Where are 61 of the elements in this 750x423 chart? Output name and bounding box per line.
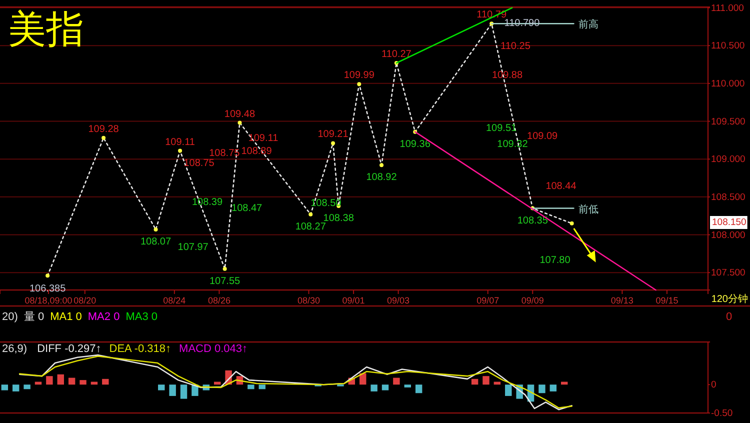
y-tick-label: 111.000 bbox=[711, 2, 744, 14]
y-tick-label: 108.000 bbox=[711, 230, 746, 241]
y-tick-label: 110.500 bbox=[711, 40, 745, 52]
annotation: 109.51 bbox=[486, 123, 518, 134]
annotation: 107.80 bbox=[540, 255, 571, 266]
series-label: DIFF -0.297↑ bbox=[37, 343, 102, 355]
text: MA1 0 bbox=[50, 311, 82, 323]
y-tick-label: 0 bbox=[711, 380, 716, 391]
annotation: 109.09 bbox=[527, 131, 558, 142]
text: 20) bbox=[2, 311, 18, 323]
x-tick-label: 08/18,09:00 bbox=[24, 295, 72, 306]
x-tick-label: 08/30 bbox=[297, 295, 320, 306]
data-label: 108.07 bbox=[140, 236, 172, 248]
data-label: 109.11 bbox=[165, 136, 196, 148]
y-tick-label: 108.500 bbox=[711, 192, 746, 203]
data-label: 107.55 bbox=[210, 276, 241, 287]
annotation: 108.89 bbox=[241, 146, 272, 157]
series-label: DEA -0.318↑ bbox=[109, 343, 172, 355]
data-label: 109.21 bbox=[318, 129, 349, 140]
x-tick-label: 08/26 bbox=[208, 295, 230, 306]
annotation: 108.39 bbox=[192, 197, 223, 208]
annotation: 108.75 bbox=[209, 148, 240, 159]
annotation: 108.75 bbox=[184, 158, 215, 169]
y-tick-label: 109.500 bbox=[711, 116, 746, 128]
annotation: 110.25 bbox=[500, 41, 531, 52]
x-tick-label: 09/13 bbox=[610, 295, 634, 306]
data-label: 110.27 bbox=[382, 48, 412, 60]
x-tick-label: 09/15 bbox=[656, 295, 678, 306]
chart-title: 26,9) bbox=[2, 343, 28, 355]
chart-title: 美指 bbox=[8, 9, 84, 51]
x-tick-label: 09/01 bbox=[342, 295, 365, 306]
x-tick-label: 09/03 bbox=[387, 295, 410, 306]
text: 120分钟 bbox=[711, 293, 748, 305]
data-label: 109.48 bbox=[224, 108, 256, 120]
series-label: 前高 bbox=[578, 18, 599, 31]
data-label: 109.28 bbox=[88, 124, 120, 135]
annotation: MACD 0.043↑ bbox=[179, 343, 248, 355]
x-tick-label: 09/09 bbox=[521, 295, 544, 306]
annotation: 109.88 bbox=[492, 70, 523, 81]
y-tick-label: -0.50 bbox=[711, 408, 733, 420]
data-label: 108.35 bbox=[517, 215, 548, 226]
data-label: 109.36 bbox=[400, 138, 431, 150]
text: 量 0 bbox=[24, 311, 44, 323]
text: MA3 0 bbox=[126, 311, 158, 323]
y-tick-label: 109.000 bbox=[711, 154, 746, 166]
annotation: 109.32 bbox=[497, 139, 528, 150]
data-label: 108.27 bbox=[295, 221, 326, 232]
x-tick-label: 08/24 bbox=[163, 295, 186, 306]
data-label: 109.99 bbox=[344, 70, 375, 82]
annotation: 108.47 bbox=[232, 203, 263, 214]
annotation: 107.97 bbox=[178, 242, 209, 253]
series-label: 前低 bbox=[578, 203, 599, 216]
x-tick-label: 08/20 bbox=[74, 295, 96, 306]
text: 108.150 bbox=[712, 217, 746, 228]
text: MA2 0 bbox=[88, 311, 120, 323]
annotation: 108.44 bbox=[546, 181, 577, 192]
y-tick-label: 110.000 bbox=[711, 78, 745, 90]
y-tick-label: 107.500 bbox=[711, 268, 746, 279]
annotation: 109.11 bbox=[248, 133, 279, 144]
x-tick-label: 09/07 bbox=[476, 295, 500, 306]
data-label: 108.92 bbox=[366, 172, 398, 184]
